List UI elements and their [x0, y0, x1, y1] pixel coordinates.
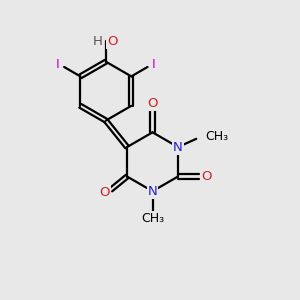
Text: CH₃: CH₃ — [205, 130, 228, 143]
Text: I: I — [56, 58, 59, 71]
Text: O: O — [107, 34, 118, 48]
Text: CH₃: CH₃ — [141, 212, 164, 225]
Text: N: N — [148, 185, 158, 198]
Text: I: I — [152, 58, 156, 71]
Text: O: O — [147, 97, 158, 110]
Text: H: H — [92, 34, 102, 48]
Text: N: N — [173, 141, 183, 154]
Text: O: O — [201, 170, 212, 183]
Text: O: O — [99, 186, 110, 199]
